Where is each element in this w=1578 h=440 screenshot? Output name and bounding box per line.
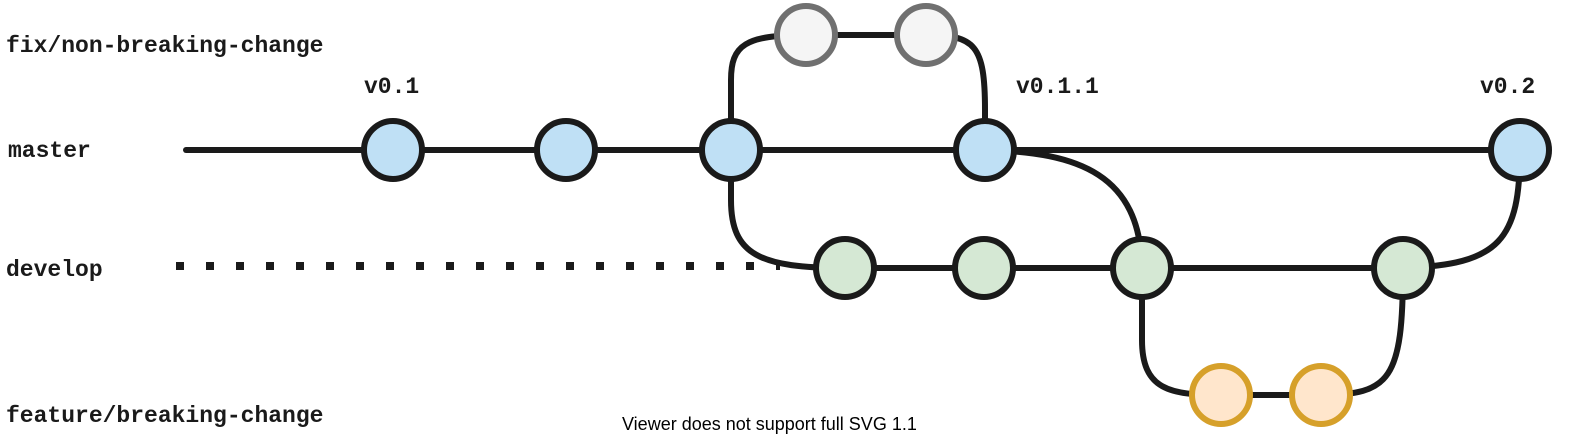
feature-commit-node [1189, 363, 1253, 427]
master-commit-node [534, 118, 598, 182]
viewer-support-note: Viewer does not support full SVG 1.1 [622, 414, 917, 434]
tag-label-v0-1-1: v0.1.1 [1016, 74, 1099, 100]
fix-commit-node [774, 3, 838, 67]
feature-branch-edge [1139, 265, 1406, 398]
develop-commit-node [813, 236, 877, 300]
develop-commit-node [1371, 236, 1435, 300]
fix-commit-node [894, 3, 958, 67]
branch-label-feature: feature/breaking-change [6, 403, 323, 429]
fix-commits [774, 3, 958, 67]
develop-commit-node [1110, 236, 1174, 300]
develop-commit-node [952, 236, 1016, 300]
branch-label-develop: develop [6, 257, 103, 283]
master-commit-node [953, 118, 1017, 182]
tag-label-v0-2: v0.2 [1480, 74, 1535, 100]
feature-commits [1189, 363, 1353, 427]
develop-commits [813, 236, 1435, 300]
master-commit-node [699, 118, 763, 182]
branch-label-fix: fix/non-breaking-change [6, 33, 323, 59]
master-commit-node [361, 118, 425, 182]
branch-label-master: master [8, 138, 91, 164]
master-commits [361, 118, 1552, 182]
master-commit-node [1488, 118, 1552, 182]
tag-label-v0-1: v0.1 [364, 74, 419, 100]
feature-commit-node [1289, 363, 1353, 427]
